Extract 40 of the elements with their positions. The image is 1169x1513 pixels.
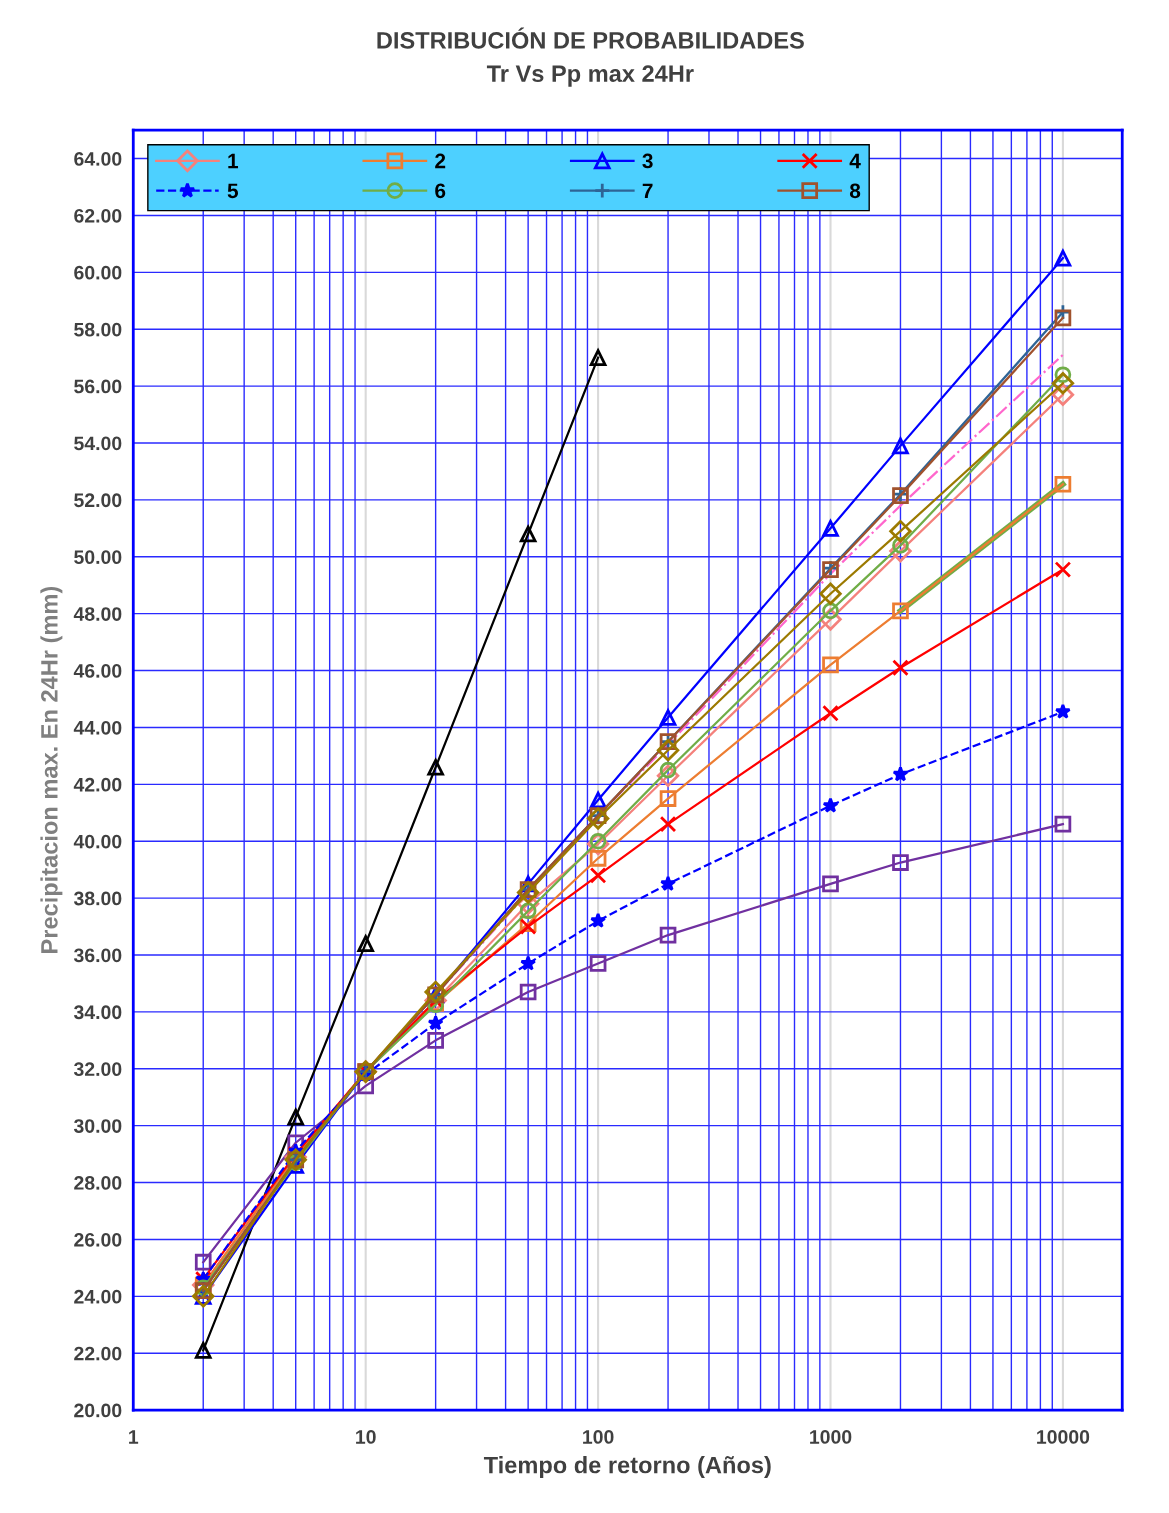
y-tick-label: 28.00 — [74, 1176, 122, 1190]
y-tick-label: 56.00 — [74, 379, 122, 394]
x-tick-label: 1000 — [810, 1430, 852, 1444]
x-tick-label: 10000 — [1037, 1430, 1090, 1444]
legend-label: 6 — [435, 183, 446, 199]
legend-label: 3 — [642, 153, 653, 169]
y-tick-label: 58.00 — [74, 322, 122, 337]
y-tick-label: 20.00 — [74, 1403, 122, 1418]
legend-label: 4 — [849, 153, 861, 169]
y-tick-label: 36.00 — [73, 948, 122, 963]
y-tick-label: 54.00 — [74, 436, 122, 451]
y-tick-label: 40.00 — [73, 834, 122, 849]
y-tick-label: 48.00 — [73, 607, 122, 621]
x-tick-label: 100 — [583, 1430, 614, 1444]
y-tick-label: 34.00 — [73, 1005, 122, 1020]
legend-label: 8 — [849, 183, 861, 199]
y-tick-label: 62.00 — [74, 208, 122, 223]
y-tick-label: 60.00 — [74, 265, 122, 280]
chart-subtitle: Tr Vs Pp max 24Hr — [486, 65, 694, 87]
y-tick-label: 38.00 — [73, 891, 122, 906]
y-tick-label: 42.00 — [73, 777, 122, 792]
y-tick-label: 30.00 — [73, 1119, 122, 1133]
y-tick-label: 46.00 — [73, 664, 122, 678]
y-tick-label: 32.00 — [73, 1062, 122, 1077]
x-axis-title: Tiempo de retorno (Años) — [483, 1456, 771, 1479]
y-axis-title: Precipitacion max. En 24Hr (mm) — [40, 586, 63, 953]
x-tick-label: 10 — [356, 1430, 376, 1444]
y-tick-label: 24.00 — [74, 1289, 122, 1304]
y-tick-label: 26.00 — [74, 1232, 122, 1247]
y-tick-label: 22.00 — [74, 1346, 122, 1361]
legend-label: 1 — [228, 153, 239, 169]
legend-label: 7 — [642, 183, 653, 198]
y-tick-label: 52.00 — [74, 493, 122, 508]
y-tick-label: 44.00 — [73, 720, 122, 735]
chart-title: DISTRIBUCIÓN DE PROBABILIDADES — [377, 27, 804, 49]
y-tick-label: 50.00 — [74, 550, 122, 565]
legend-label: 5 — [227, 183, 239, 199]
legend-label: 2 — [435, 153, 446, 169]
x-tick-label: 1 — [129, 1430, 139, 1444]
y-tick-label: 64.00 — [74, 152, 122, 166]
